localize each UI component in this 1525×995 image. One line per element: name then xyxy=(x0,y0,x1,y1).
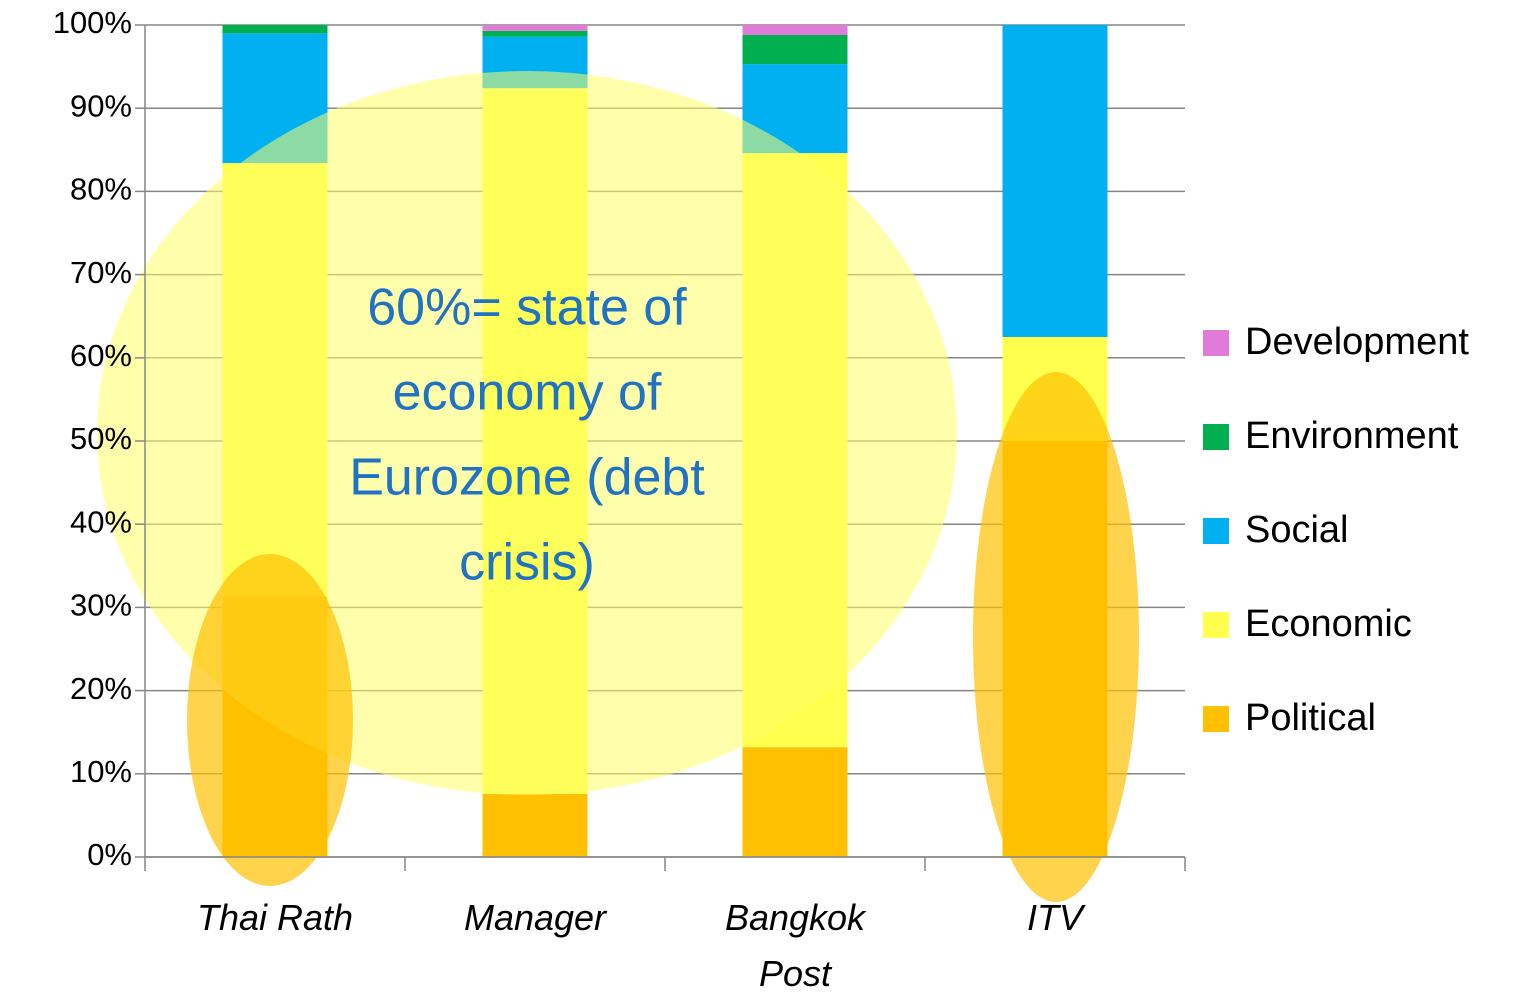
annotation: economy of xyxy=(393,364,662,422)
legend-label: Social xyxy=(1245,509,1349,551)
legend-label: Environment xyxy=(1245,415,1459,457)
highlight-ellipse xyxy=(973,372,1139,902)
highlights xyxy=(97,71,1139,902)
bar-segment xyxy=(222,25,328,34)
annotation: 60%= state of xyxy=(367,279,687,337)
annotation: Eurozone (debt xyxy=(349,449,705,507)
legend-swatch xyxy=(1203,518,1229,544)
bar-segment xyxy=(742,747,848,857)
y-tick-label: 20% xyxy=(70,671,132,706)
legend-swatch xyxy=(1203,706,1229,732)
legend-label: Economic xyxy=(1245,603,1412,645)
y-tick-label: 30% xyxy=(70,588,132,623)
bar-segment xyxy=(482,793,588,857)
bar-segment xyxy=(482,25,588,31)
x-tick-label: Manager xyxy=(463,897,607,938)
y-tick-label: 40% xyxy=(70,504,132,539)
legend-label: Political xyxy=(1245,697,1376,739)
y-tick-label: 70% xyxy=(70,255,132,290)
y-tick-label: 0% xyxy=(87,837,132,872)
legend-swatch xyxy=(1203,330,1229,356)
x-tick-label: Thai Rath xyxy=(196,897,354,938)
x-tick-label: Bangkok Post xyxy=(724,897,866,994)
axes: 0% 10% 20% 30% 40% 50% 60% 70% 80% 90% 100% Develop… xyxy=(53,5,1470,872)
y-tick-label: 90% xyxy=(70,88,132,123)
legend-label: Development xyxy=(1245,321,1469,363)
annotation: crisis) xyxy=(459,534,595,592)
legend-swatch xyxy=(1203,612,1229,638)
y-tick-label: 10% xyxy=(70,754,132,789)
bar-segment xyxy=(482,30,588,37)
x-tick-label: ITV xyxy=(1026,897,1083,938)
bar-segment xyxy=(742,34,848,65)
y-tick-label: 60% xyxy=(70,338,132,373)
y-tick-label: 80% xyxy=(70,172,132,207)
highlight-ellipse xyxy=(187,554,353,886)
y-tick-label: 100% xyxy=(53,5,132,40)
y-tick-label: 50% xyxy=(70,421,132,456)
bar-segment xyxy=(742,25,848,35)
bar-segment xyxy=(1002,25,1108,337)
legend-swatch xyxy=(1203,424,1229,450)
